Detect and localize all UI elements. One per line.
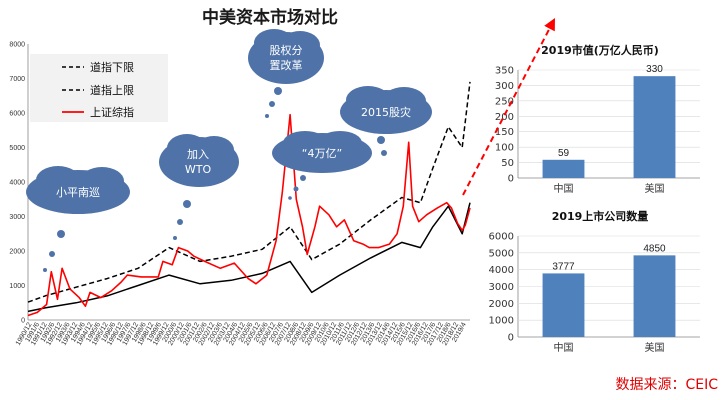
market-cap-bar <box>542 159 585 178</box>
bubble-southern-tour: 小平南巡 <box>26 166 130 272</box>
listed-companies-category-label: 美国 <box>645 341 665 354</box>
listed-companies-bar <box>633 255 676 337</box>
line-y-tick-label: 8000 <box>9 42 25 49</box>
market-cap-category-label: 美国 <box>645 182 665 195</box>
bubble-label-southern-tour: 小平南巡 <box>56 186 100 199</box>
bubble-4-trillion: “4万亿” <box>272 131 372 200</box>
market-cap-y-tick-label: 0 <box>508 174 514 185</box>
legend-label-shanghai: 上证综指 <box>90 105 134 119</box>
listed-companies-bar <box>542 273 585 337</box>
market-cap-y-tick-label: 250 <box>495 96 514 107</box>
market-cap-y-tick-label: 50 <box>501 158 514 169</box>
listed-companies-category-label: 中国 <box>554 341 574 354</box>
line-y-tick-label: 5000 <box>9 145 25 152</box>
bubble-label-reform-2: 置改革 <box>270 58 303 72</box>
line-y-tick-label: 1000 <box>9 283 25 290</box>
annotation-bubbles: 小平南巡 加入 WTO 股权分 置改革 <box>26 29 432 272</box>
series-dow-lower-line <box>27 81 471 303</box>
listed-companies-y-tick-label: 6000 <box>489 232 514 243</box>
listed-companies-chart-title: 2019上市公司数量 <box>552 209 649 223</box>
legend-label-dow-lower: 道指下限 <box>90 60 134 74</box>
line-chart-legend: 道指下限 道指上限 上证综指 <box>30 54 168 122</box>
market-cap-data-label: 330 <box>646 64 663 75</box>
line-y-tick-label: 7000 <box>9 76 25 83</box>
market-cap-category-label: 中国 <box>554 182 574 195</box>
line-y-tick-label: 2000 <box>9 249 25 256</box>
market-cap-y-tick-label: 350 <box>495 66 514 77</box>
line-y-tick-label: 0 <box>21 318 25 325</box>
listed-companies-y-tick-label: 4000 <box>489 265 514 276</box>
series-dow-upper-line <box>27 202 471 313</box>
bubble-label-4-trillion: “4万亿” <box>302 147 342 160</box>
market-cap-chart-title: 2019市值(万亿人民币) <box>541 43 659 57</box>
legend-box <box>30 54 168 122</box>
line-y-tick-label: 4000 <box>9 180 25 187</box>
bubble-label-wto-1: 加入 <box>187 148 209 161</box>
market-cap-bar-chart: 2019市值(万亿人民币) 0 50 100 150 200 250 300 350 59 中国 3… <box>495 43 700 195</box>
market-cap-data-label: 59 <box>558 148 570 159</box>
listed-companies-bar-chart: 2019上市公司数量 0 1000 2000 3000 4000 5000 6000 3777… <box>489 209 700 354</box>
market-cap-bar <box>633 76 676 178</box>
bubble-label-reform-1: 股权分 <box>270 44 303 57</box>
listed-companies-data-label: 4850 <box>643 243 666 254</box>
bubble-2015-crash: 2015股灾 <box>340 86 432 156</box>
series-shanghai-line <box>27 113 471 317</box>
market-cap-y-tick-label: 300 <box>495 81 514 92</box>
line-y-tick-label: 3000 <box>9 214 25 221</box>
line-y-tick-label: 6000 <box>9 111 25 118</box>
listed-companies-y-tick-label: 0 <box>508 333 514 344</box>
red-dashed-arrow <box>462 17 556 196</box>
bubble-split-share-reform: 股权分 置改革 <box>248 29 324 118</box>
market-cap-y-tick-label: 150 <box>495 127 514 138</box>
market-cap-y-tick-label: 200 <box>495 112 514 123</box>
listed-companies-y-tick-label: 5000 <box>489 248 514 259</box>
page-title: 中美资本市场对比 <box>202 8 338 28</box>
market-cap-y-tick-label: 100 <box>495 143 514 154</box>
listed-companies-y-tick-label: 3000 <box>489 282 514 293</box>
listed-companies-y-tick-label: 1000 <box>489 316 514 327</box>
data-source-note: 数据来源：CEIC <box>615 377 718 393</box>
legend-label-dow-upper: 道指上限 <box>90 83 134 97</box>
listed-companies-y-tick-label: 2000 <box>489 299 514 310</box>
bubble-wto: 加入 WTO <box>159 134 239 240</box>
bubble-label-wto-2: WTO <box>185 163 212 176</box>
bubble-label-2015-crash: 2015股灾 <box>361 105 411 119</box>
listed-companies-data-label: 3777 <box>552 261 575 272</box>
